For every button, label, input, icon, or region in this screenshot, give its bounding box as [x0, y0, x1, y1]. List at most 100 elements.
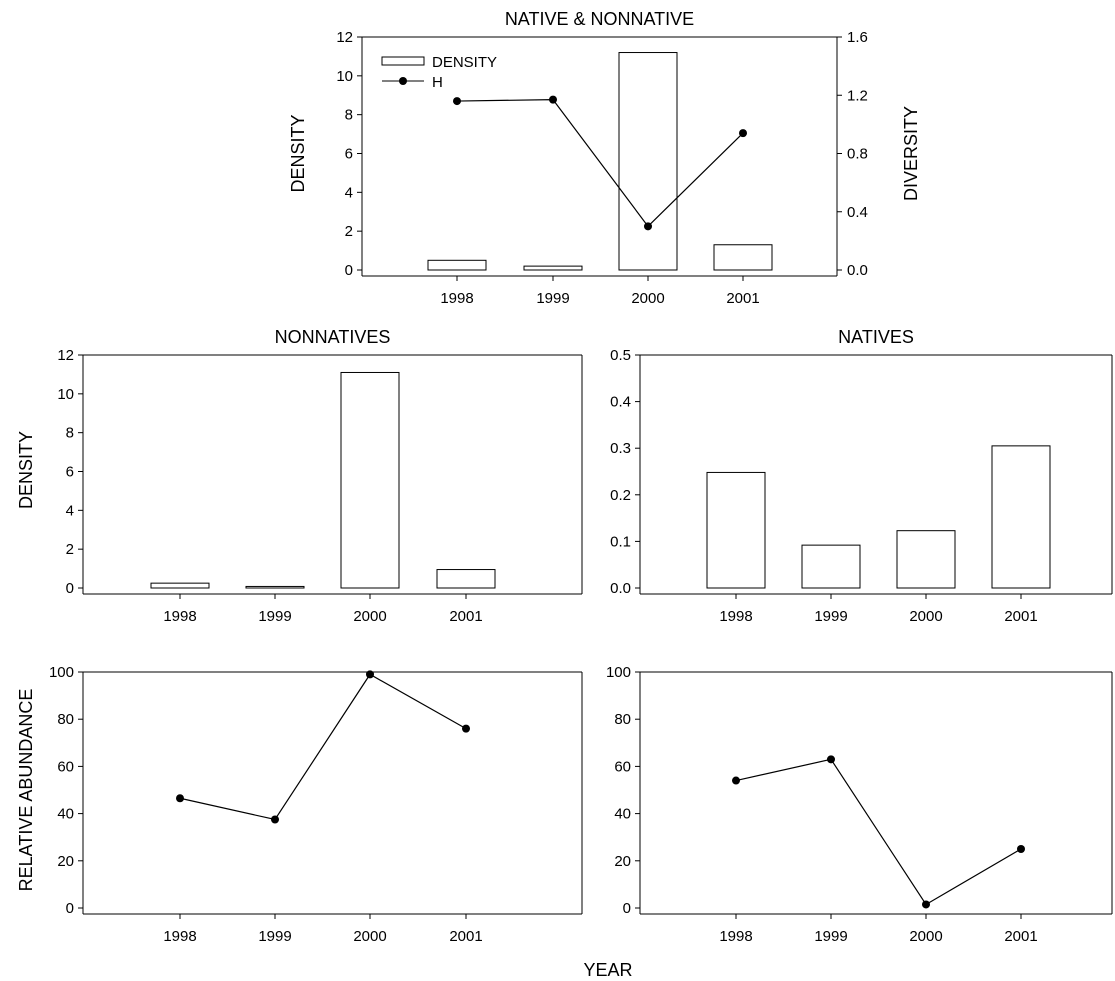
y-tick-label: 6 — [345, 146, 353, 163]
x-tick-label: 1998 — [440, 290, 473, 307]
y-tick-label: 8 — [345, 107, 353, 124]
y-tick-label: 10 — [336, 68, 353, 85]
bar — [427, 259, 487, 271]
data-point — [176, 794, 184, 803]
y-tick-label: 40 — [614, 806, 631, 823]
chart-nonnatives: 0 2 4 6 8 10 12 1998 1999 2000 2001 NONNATIVES — [57, 327, 583, 625]
density-ylabel-left: DENSITY — [16, 431, 36, 509]
bar — [713, 244, 773, 271]
y-tick-label: 0.1 — [610, 533, 631, 550]
legend-density-swatch — [381, 56, 425, 66]
data-point — [739, 129, 747, 138]
legend-h-label: H — [432, 74, 443, 91]
legend-density-label: DENSITY — [432, 54, 497, 71]
chart-natives-abundance: 0 20 40 60 80 100 1998 1999 2000 2001 — [606, 664, 1113, 945]
bar — [340, 371, 400, 589]
x-tick-label: 1999 — [536, 290, 569, 307]
y-tick-label: 0.5 — [610, 347, 631, 364]
data-point — [732, 776, 740, 785]
chart-native-nonnative: 0 2 4 6 8 10 12 1998 1999 2000 2001 NATIVE & NONNAT… — [288, 9, 921, 307]
x-tick-label: 1999 — [814, 608, 847, 625]
x-tick-label: 2001 — [726, 290, 759, 307]
x-tick-label: 2001 — [449, 928, 482, 945]
data-point — [922, 900, 930, 909]
y-axis-title: DENSITY — [288, 114, 308, 192]
x-tick-label: 2001 — [449, 608, 482, 625]
series-line — [456, 99, 744, 228]
y-tick-label: 60 — [614, 758, 631, 775]
y-tick-label: 4 — [66, 502, 74, 519]
y-tick-label: 80 — [614, 711, 631, 728]
data-point — [462, 724, 470, 733]
x-tick-label: 2000 — [909, 608, 942, 625]
y-tick-label: 12 — [336, 29, 353, 46]
y-tick-label: 0 — [345, 262, 353, 279]
data-point — [827, 755, 835, 764]
bar — [991, 445, 1051, 589]
y-tick-label: 0.2 — [610, 487, 631, 504]
data-point — [1017, 845, 1025, 853]
y-tick-label: 0.4 — [610, 394, 631, 411]
y2-tick-label: 0.8 — [847, 146, 868, 163]
data-point — [453, 97, 461, 106]
x-tick-label: 1999 — [258, 608, 291, 625]
shared-x-axis-title: YEAR — [583, 960, 632, 980]
data-point — [366, 670, 374, 679]
series-line — [735, 758, 1022, 906]
bar — [896, 530, 956, 589]
y-tick-label: 100 — [49, 664, 74, 681]
y-tick-label: 20 — [614, 853, 631, 870]
y2-tick-label: 1.6 — [847, 29, 868, 46]
x-tick-label: 2001 — [1004, 608, 1037, 625]
y-tick-label: 60 — [57, 758, 74, 775]
x-tick-label: 2000 — [909, 928, 942, 945]
x-tick-label: 1998 — [719, 608, 752, 625]
data-point — [549, 95, 557, 104]
bar — [523, 265, 583, 271]
x-tick-label: 2000 — [353, 608, 386, 625]
y-tick-label: 0 — [66, 580, 74, 597]
x-tick-label: 1998 — [719, 928, 752, 945]
x-tick-label: 1999 — [258, 928, 291, 945]
bar — [150, 582, 210, 589]
y-tick-label: 80 — [57, 711, 74, 728]
y-tick-label: 10 — [57, 386, 74, 403]
x-tick-label: 2000 — [631, 290, 664, 307]
y2-axis-title: DIVERSITY — [901, 106, 921, 201]
x-tick-label: 1998 — [163, 928, 196, 945]
y2-tick-label: 0.0 — [847, 262, 868, 279]
y-tick-label: 8 — [66, 425, 74, 442]
x-tick-label: 1998 — [163, 608, 196, 625]
data-point — [271, 815, 279, 824]
y-tick-label: 20 — [57, 853, 74, 870]
y-tick-label: 0 — [66, 900, 74, 917]
legend-h-marker — [399, 77, 407, 85]
data-point — [644, 222, 652, 231]
bar — [801, 544, 861, 589]
y-tick-label: 0 — [623, 900, 631, 917]
y-tick-label: 0.3 — [610, 440, 631, 457]
bar — [618, 52, 678, 271]
series-line — [179, 673, 467, 821]
x-tick-label: 1999 — [814, 928, 847, 945]
bar — [706, 471, 766, 589]
chart-title: NATIVE & NONNATIVE — [505, 9, 694, 29]
y2-tick-label: 1.2 — [847, 87, 868, 104]
bar — [245, 585, 305, 589]
y2-tick-label: 0.4 — [847, 204, 868, 221]
y-tick-label: 100 — [606, 664, 631, 681]
chart-nonnatives-abundance: 0 20 40 60 80 100 1998 1999 2000 2001 — [49, 664, 583, 945]
chart-title: NATIVES — [838, 327, 914, 347]
x-tick-label: 2000 — [353, 928, 386, 945]
y-tick-label: 0.0 — [610, 580, 631, 597]
y-tick-label: 4 — [345, 184, 353, 201]
y-tick-label: 40 — [57, 806, 74, 823]
chart-title: NONNATIVES — [275, 327, 391, 347]
x-tick-label: 2001 — [1004, 928, 1037, 945]
y-tick-label: 12 — [57, 347, 74, 364]
y-tick-label: 2 — [345, 223, 353, 240]
bar — [436, 569, 496, 589]
abundance-ylabel-left: RELATIVE ABUNDANCE — [16, 689, 36, 892]
